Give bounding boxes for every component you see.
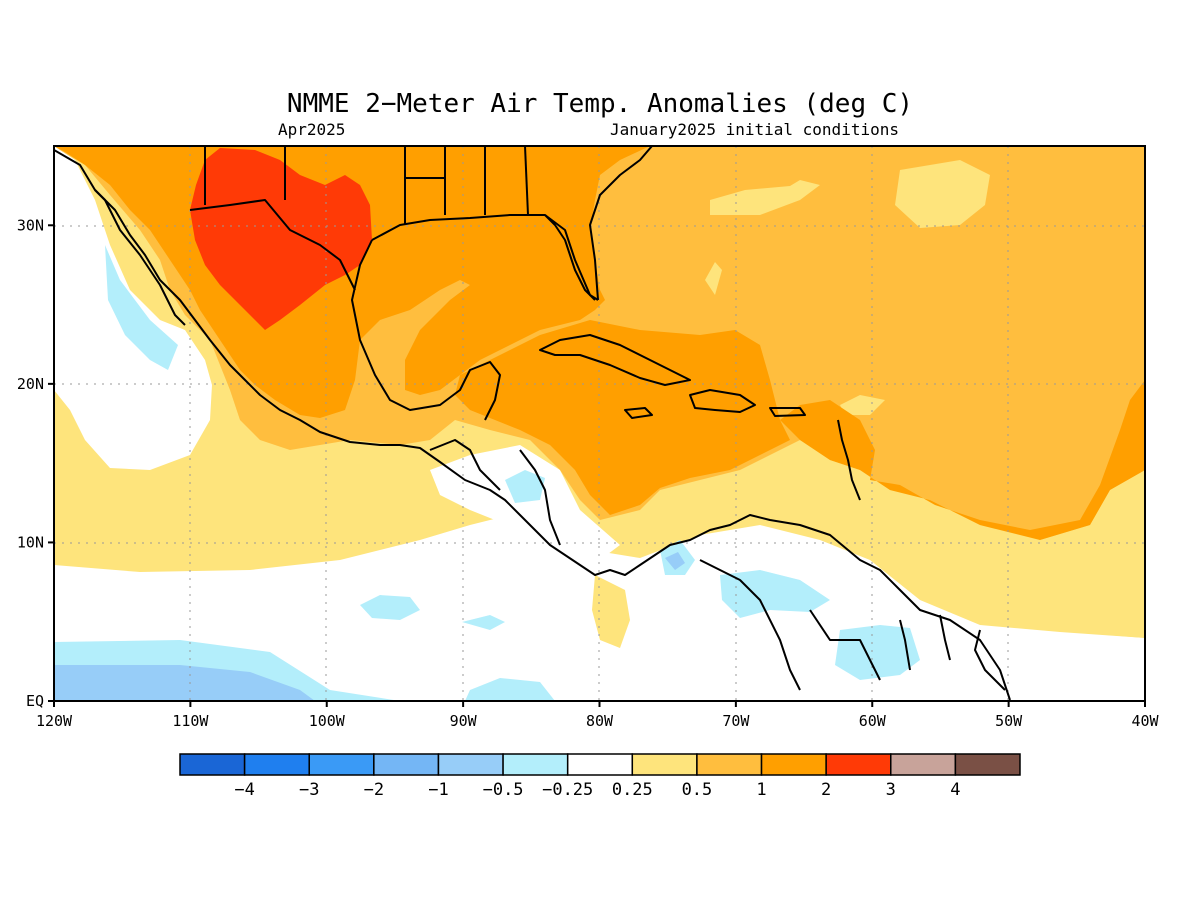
map-plot-area [54,146,1145,701]
lon-tick-label: 120W [36,712,73,730]
map-axis-ticks: 120W 110W 100W 90W 80W 70W 60W 50W 40W 30N 20N 10N E… [17,216,1160,730]
lon-tick-label: 50W [995,712,1023,730]
cool-region-venezuela-2 [720,570,830,618]
colorbar-swatch [696,753,763,776]
lon-tick-label: 80W [586,712,614,730]
map-title: NMME 2−Meter Air Temp. Anomalies (deg C) [287,89,913,119]
lon-tick-label: 90W [450,712,478,730]
initial-conditions-label: January2025 initial conditions [610,120,899,139]
weak-warm-patch-atlantic-2 [710,180,820,215]
colorbar-swatch [825,753,892,776]
colorbar-swatch [954,753,1021,776]
cool-region-guiana [835,625,920,680]
lat-tick-label: 20N [17,375,44,393]
cool-region-central-america [505,470,545,503]
colorbar-label: −0.25 [542,780,593,800]
colorbar-label: 1 [756,780,766,800]
colorbar-swatch [308,753,375,776]
colorbar-swatch [890,753,957,776]
colorbar-label: −0.5 [483,780,524,800]
cool-region-pacific-blob-1 [360,595,420,620]
coastlines-and-borders [54,146,1011,701]
lon-tick-label: 110W [172,712,209,730]
lat-tick-label: EQ [26,692,44,710]
colorbar-swatch [437,753,504,776]
weak-warm-patch-atlantic-4 [840,395,885,415]
colorbar-label: −1 [428,780,448,800]
colorbar-swatch [631,753,698,776]
cooler-region-colombia [665,552,685,570]
cooler-region-south-pacific [54,665,315,701]
near-zero-region-isthmus [430,445,620,560]
colorbar-label: 4 [950,780,960,800]
cool-region-baja [105,245,178,370]
map-gridlines [54,146,1145,701]
colorbar-label: 3 [886,780,896,800]
colorbar-label: −3 [299,780,319,800]
lon-tick-label: 40W [1131,712,1159,730]
lon-tick-label: 100W [309,712,346,730]
warm-region-gulf-mexico-gap [592,575,630,648]
strong-warm-region-caribbean [455,320,790,515]
lat-tick-label: 30N [17,216,44,234]
colorbar-swatch [243,753,310,776]
colorbar-legend: −4 −3 −2 −1 −0.5 −0.25 0.25 0.5 1 2 3 4 [179,753,1021,800]
colorbar-swatch [179,753,246,776]
colorbar-label: −2 [364,780,384,800]
colorbar-label: 2 [821,780,831,800]
cool-region-pacific-blob-2 [462,615,505,630]
weak-warm-patch-south-atlantic [920,470,1145,638]
colorbar-swatch [502,753,569,776]
weak-warm-patch-atlantic-1 [895,160,990,228]
colorbar-label: −4 [234,780,254,800]
strong-warm-region-east-caribbean [780,380,1145,540]
colorbar-label: 0.5 [682,780,713,800]
colorbar-swatch [566,753,634,776]
colorbar-swatch [760,753,827,776]
lat-tick-label: 10N [17,533,44,551]
cool-region-pacific-blob-3 [465,678,555,701]
forecast-month-label: Apr2025 [278,120,345,139]
colorbar-label: 0.25 [612,780,653,800]
colorbar-swatch [373,753,440,776]
lon-tick-label: 60W [859,712,887,730]
hot-region-texas-mexico [190,148,372,330]
weak-warm-patch-atlantic-3 [705,262,722,295]
lon-tick-label: 70W [722,712,750,730]
